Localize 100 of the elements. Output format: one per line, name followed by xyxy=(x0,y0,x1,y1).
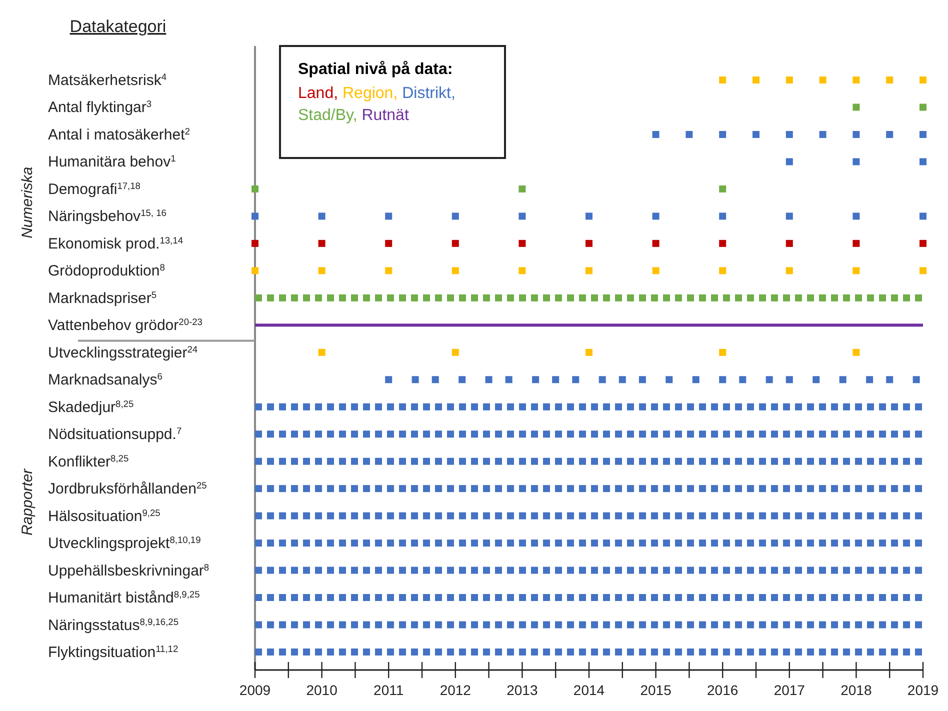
point xyxy=(886,76,894,84)
point xyxy=(666,376,673,384)
point xyxy=(452,212,459,220)
point xyxy=(752,130,760,138)
x-tick-label: 2013 xyxy=(506,682,538,698)
point xyxy=(852,212,860,220)
point xyxy=(518,185,526,192)
y-axis-title: Datakategori xyxy=(70,17,166,36)
point xyxy=(920,212,926,220)
point xyxy=(318,240,326,247)
point xyxy=(912,376,920,384)
point xyxy=(852,348,860,356)
point xyxy=(739,376,746,384)
y-tick-label: Humanitärt bistånd$^{8,9,25}$ xyxy=(48,590,200,607)
x-tick-label: 2015 xyxy=(640,682,672,698)
x-tick-label: 2010 xyxy=(306,682,338,698)
text: Land, xyxy=(298,85,338,102)
text: Region, xyxy=(338,85,398,102)
point xyxy=(692,376,700,384)
point xyxy=(452,240,459,247)
y-tick-label: Utvecklingsstrategier$^{24}$ xyxy=(48,344,198,362)
point xyxy=(598,376,606,384)
x-tick-label: 2018 xyxy=(840,682,872,698)
text: Stad/By, xyxy=(298,107,358,124)
x-tick-label: 2019 xyxy=(907,682,939,698)
point xyxy=(318,267,326,274)
point xyxy=(385,267,392,274)
point xyxy=(920,76,926,84)
y-tick-label: Grödoproduktion$^{8}$ xyxy=(48,262,165,280)
point xyxy=(652,130,660,138)
y-tick-label: Marknadspriser$^{5}$ xyxy=(48,290,157,307)
point xyxy=(652,267,660,274)
point xyxy=(385,376,392,384)
point xyxy=(852,158,860,166)
point xyxy=(920,267,926,274)
point xyxy=(886,130,894,138)
point xyxy=(786,267,793,274)
y-tick-label: Hälsosituation$^{9,25}$ xyxy=(48,508,160,525)
point xyxy=(920,240,926,247)
point xyxy=(505,376,512,384)
point xyxy=(686,130,693,138)
point xyxy=(786,158,793,166)
point xyxy=(586,240,592,247)
legend-title: Spatial nivå på data: xyxy=(298,60,453,78)
point xyxy=(586,267,592,274)
point xyxy=(839,376,846,384)
point xyxy=(652,212,660,220)
point xyxy=(819,130,826,138)
point xyxy=(812,376,820,384)
point xyxy=(719,267,726,274)
point xyxy=(318,212,326,220)
point xyxy=(852,104,860,111)
point xyxy=(385,240,392,247)
y-tick-label: Skadedjur$^{8,25}$ xyxy=(48,398,134,416)
x-tick-label: 2017 xyxy=(774,682,806,698)
point xyxy=(518,212,526,220)
point xyxy=(552,376,560,384)
text: Distrikt, xyxy=(398,85,456,102)
y-tick-label: Ekonomisk prod.$^{13,14}$ xyxy=(48,235,183,252)
point xyxy=(920,158,926,166)
y-tick-label: Uppehällsbeskrivningar$^{8}$ xyxy=(48,562,210,580)
y-tick-label: Humanitära behov$^{1}$ xyxy=(48,154,176,171)
y-tick-label: Antal i matosäkerhet$^{2}$ xyxy=(48,126,190,144)
x-tick-label: 2012 xyxy=(440,682,472,698)
point xyxy=(532,376,540,384)
y-tick-label: Nödsituationsuppd.$^{7}$ xyxy=(48,426,182,444)
y-tick-label: Matsäkerhetsrisk$^{4}$ xyxy=(48,72,167,89)
point xyxy=(786,376,793,384)
point xyxy=(719,185,726,192)
x-tick-label: 2014 xyxy=(573,682,605,698)
point xyxy=(618,376,626,384)
point xyxy=(719,76,726,84)
x-tick-label: 2011 xyxy=(374,682,404,698)
point xyxy=(452,267,459,274)
point xyxy=(786,240,793,247)
point xyxy=(252,240,258,247)
x-tick-label: 2016 xyxy=(707,682,738,698)
point xyxy=(766,376,773,384)
y-tick-label: Vattenbehov grödor$^{20-23}$ xyxy=(48,317,202,334)
point xyxy=(252,212,258,220)
point xyxy=(920,104,926,111)
point xyxy=(572,376,580,384)
point xyxy=(719,212,726,220)
text: Numeriska xyxy=(19,166,36,238)
y-tick-label: Utvecklingsprojekt$^{8,10,19}$ xyxy=(48,535,201,552)
point xyxy=(318,348,326,356)
point xyxy=(786,212,793,220)
point xyxy=(852,130,860,138)
point xyxy=(719,376,726,384)
point xyxy=(652,240,660,247)
point xyxy=(412,376,419,384)
point xyxy=(452,348,459,356)
point xyxy=(638,376,646,384)
point xyxy=(866,376,874,384)
y-tick-label: Näringsstatus$^{8,9,16,25}$ xyxy=(48,616,178,634)
point xyxy=(819,76,826,84)
point xyxy=(852,267,860,274)
point xyxy=(920,130,926,138)
point xyxy=(786,130,793,138)
x-tick-label: 2009 xyxy=(239,682,271,698)
